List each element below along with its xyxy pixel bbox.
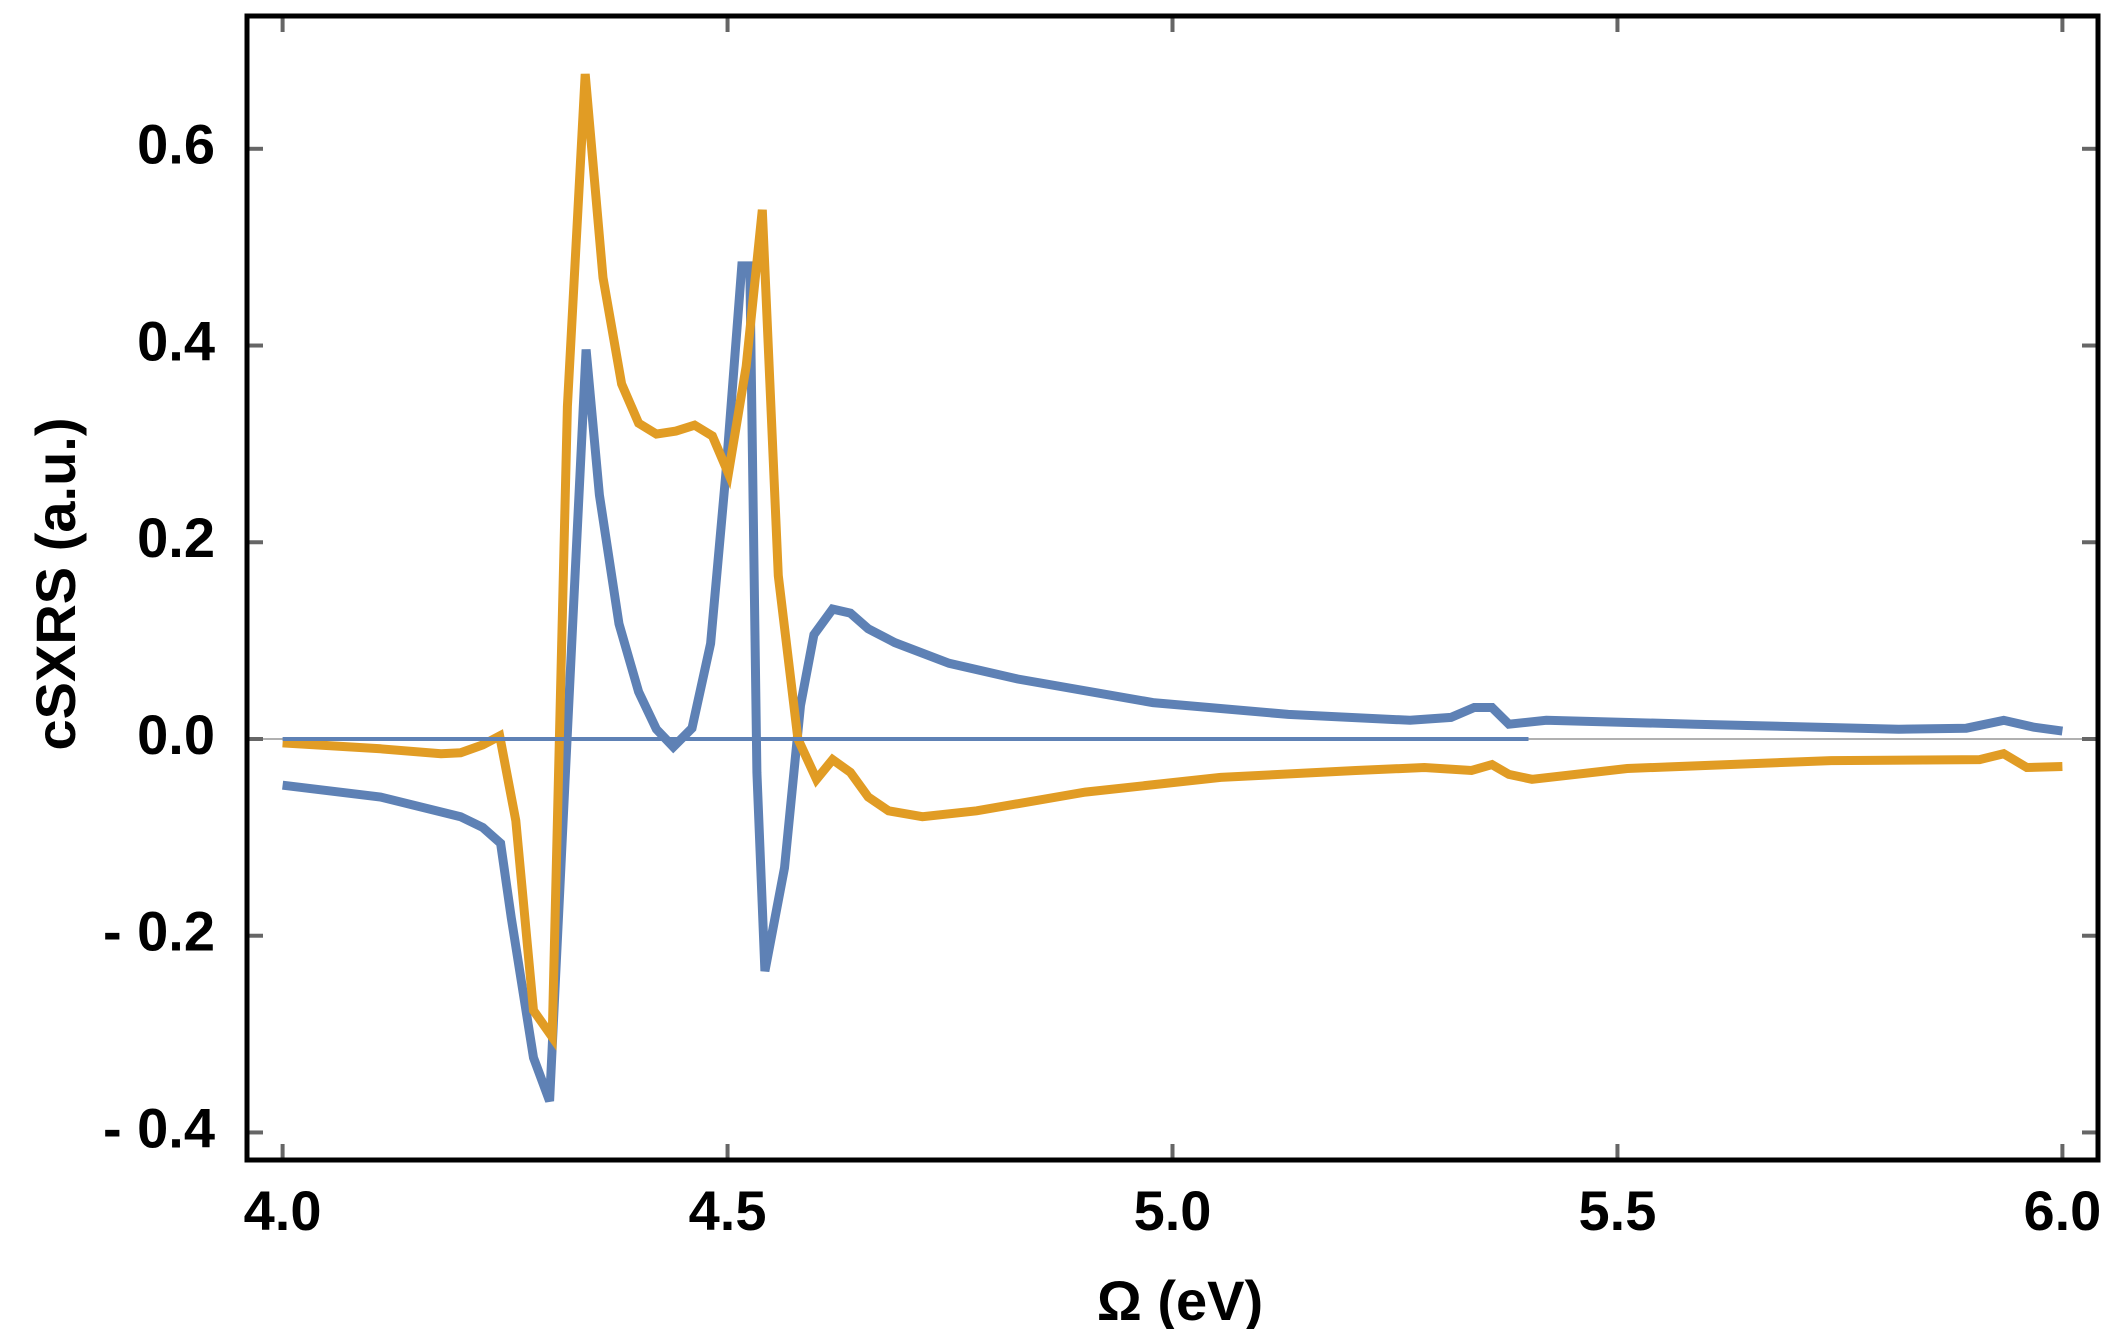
y-tick-label: 0.4 <box>137 309 215 372</box>
x-tick-label: 4.0 <box>244 1179 322 1242</box>
data-line <box>282 73 2063 1051</box>
y-tick-label: 0.6 <box>137 113 215 176</box>
x-axis-title: Ω (eV) <box>1097 1269 1263 1329</box>
x-tick-label: 5.5 <box>1579 1179 1657 1242</box>
x-tick-label: 5.0 <box>1134 1179 1212 1242</box>
x-tick-label: 4.5 <box>689 1179 767 1242</box>
y-tick-label: 0.0 <box>137 703 215 766</box>
x-tick-label: 6.0 <box>2023 1179 2101 1242</box>
y-tick-label: 0.2 <box>137 506 215 569</box>
y-tick-label: - 0.2 <box>103 900 215 963</box>
plot-frame <box>244 13 2101 1163</box>
y-axis-title: cSXRS (a.u.) <box>24 418 87 751</box>
y-tick-label: - 0.4 <box>103 1096 215 1159</box>
